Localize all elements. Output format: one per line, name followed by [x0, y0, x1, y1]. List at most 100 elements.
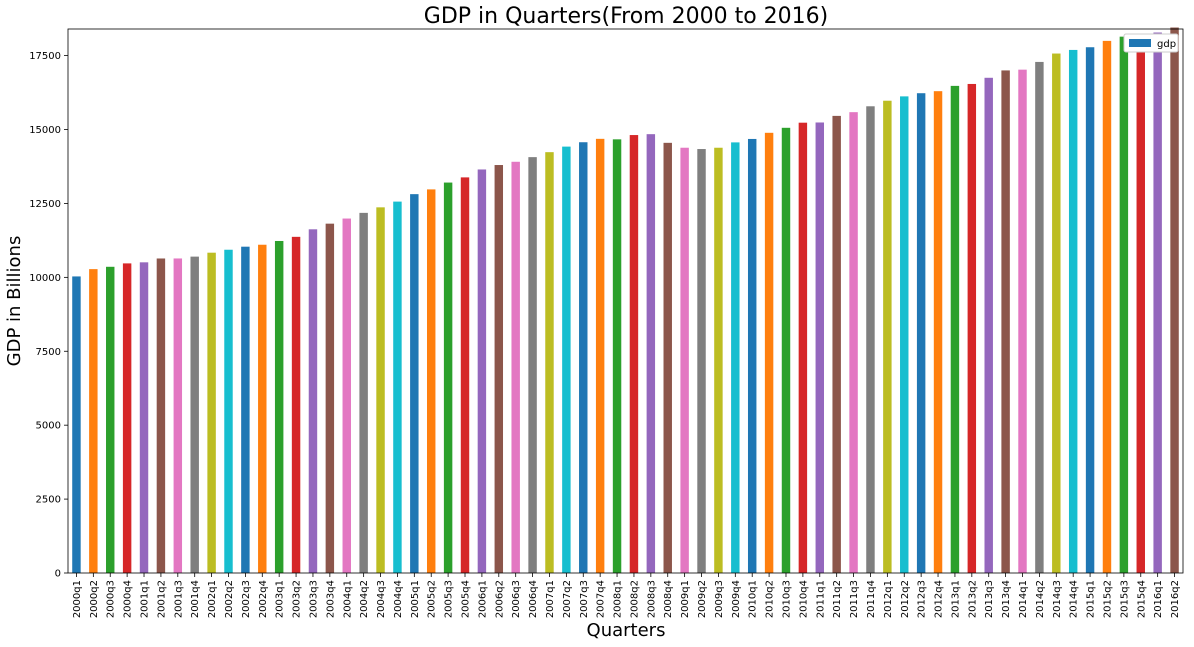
bar-2012q4: [933, 91, 943, 573]
y-tick-label: 12500: [29, 199, 61, 210]
y-tick-label: 2500: [36, 495, 61, 506]
x-tick-label: 2000q3: [106, 580, 117, 618]
x-tick-label: 2013q2: [967, 580, 978, 618]
bar-2014q4: [1068, 49, 1078, 573]
bar-2003q3: [308, 229, 318, 573]
chart-title: GDP in Quarters(From 2000 to 2016): [424, 4, 828, 29]
bar-2008q3: [646, 134, 656, 573]
bar-2015q3: [1119, 36, 1129, 573]
bar-2001q2: [156, 258, 166, 573]
bar-2015q2: [1102, 40, 1112, 574]
bar-2011q3: [849, 112, 858, 573]
x-tick-label: 2004q4: [393, 580, 404, 618]
x-tick-label: 2006q2: [494, 580, 505, 618]
x-tick-label: 2006q1: [477, 580, 488, 618]
x-tick-label: 2003q2: [292, 580, 303, 618]
bar-2002q2: [224, 249, 233, 573]
bar-2005q3: [443, 182, 453, 573]
bar-2015q4: [1136, 34, 1145, 573]
bar-2003q4: [325, 223, 335, 573]
bar-2010q4: [798, 122, 808, 574]
x-tick-label: 2007q1: [545, 580, 556, 618]
x-tick-label: 2012q3: [917, 580, 928, 618]
x-tick-label: 2004q3: [376, 580, 387, 618]
legend-label: gdp: [1157, 39, 1176, 50]
x-tick-label: 2010q1: [748, 580, 759, 618]
x-axis-ticks: 2000q1 2000q2 2000q3 2000q4 2001q1 2001q2 2001…: [72, 573, 1181, 618]
x-tick-label: 2001q3: [173, 580, 184, 618]
x-tick-label: 2013q3: [984, 580, 995, 618]
bar-2001q3: [173, 258, 183, 573]
bar-2007q2: [562, 146, 571, 574]
x-axis-title: Quarters: [587, 620, 666, 641]
bar-2005q1: [410, 194, 419, 573]
x-tick-label: 2008q3: [646, 580, 657, 618]
x-tick-label: 2011q3: [849, 580, 860, 618]
bar-2016q2: [1170, 27, 1179, 574]
bar-2006q3: [511, 161, 520, 573]
x-tick-label: 2010q4: [798, 580, 809, 618]
bar-2008q1: [612, 139, 622, 573]
bar-2009q1: [680, 147, 689, 573]
bar-2014q1: [1018, 69, 1027, 574]
bar-2007q3: [579, 142, 588, 573]
bar-2004q2: [359, 212, 368, 573]
bar-2015q1: [1085, 47, 1095, 573]
bar-2003q1: [274, 240, 284, 573]
x-tick-label: 2007q3: [579, 580, 590, 618]
bar-2004q1: [342, 218, 351, 573]
x-tick-label: 2004q1: [342, 580, 353, 618]
bar-2008q2: [629, 135, 639, 574]
bar-2009q4: [731, 142, 740, 573]
x-tick-label: 2001q1: [140, 580, 151, 618]
x-tick-label: 2009q2: [697, 580, 708, 618]
x-tick-label: 2005q1: [410, 580, 421, 618]
x-tick-label: 2005q4: [461, 580, 472, 618]
bar-2010q2: [764, 132, 774, 574]
bar-2013q2: [967, 83, 977, 574]
x-tick-label: 2016q1: [1153, 580, 1164, 618]
x-tick-label: 2003q4: [325, 580, 336, 618]
bar-2010q1: [747, 138, 757, 573]
x-tick-label: 2007q4: [596, 580, 607, 618]
x-tick-label: 2015q2: [1102, 580, 1113, 618]
bar-2013q3: [984, 77, 993, 574]
bar-2011q4: [866, 106, 875, 573]
x-tick-label: 2007q2: [562, 580, 573, 618]
x-tick-label: 2012q4: [934, 580, 945, 618]
x-tick-label: 2000q1: [72, 580, 83, 618]
y-tick-label: 15000: [29, 125, 61, 136]
bar-2011q2: [832, 115, 841, 573]
bar-2012q3: [916, 93, 926, 574]
x-tick-label: 2015q1: [1086, 580, 1097, 618]
x-tick-label: 2010q3: [781, 580, 792, 618]
y-tick-label: 17500: [29, 51, 61, 62]
bar-2005q4: [460, 177, 470, 574]
bar-2014q2: [1035, 61, 1044, 573]
bar-2000q1: [72, 276, 81, 573]
bar-2016q1: [1153, 32, 1162, 574]
x-tick-label: 2011q4: [866, 580, 877, 618]
bar-2004q3: [376, 207, 385, 573]
bar-2007q4: [595, 138, 605, 573]
bar-2004q4: [393, 201, 402, 573]
x-tick-label: 2014q4: [1069, 580, 1080, 618]
bar-2001q1: [139, 262, 149, 573]
x-tick-label: 2015q4: [1136, 580, 1147, 618]
bar-2008q4: [663, 142, 672, 573]
x-tick-label: 2004q2: [359, 580, 370, 618]
bar-2011q1: [815, 122, 825, 573]
x-tick-label: 2012q1: [883, 580, 894, 618]
x-tick-label: 2011q1: [815, 580, 826, 618]
bar-2012q1: [883, 100, 892, 573]
bar-2005q2: [426, 189, 436, 574]
y-axis-ticks: 0 2500 5000 7500 10000 12500 15000 17500: [29, 51, 68, 580]
x-tick-label: 2006q3: [511, 580, 522, 618]
bar-2006q1: [477, 169, 487, 573]
x-tick-label: 2005q2: [427, 580, 438, 618]
x-tick-label: 2013q1: [950, 580, 961, 618]
y-tick-label: 10000: [29, 273, 61, 284]
x-tick-label: 2001q2: [156, 580, 167, 618]
plot-frame: [67, 28, 1184, 574]
